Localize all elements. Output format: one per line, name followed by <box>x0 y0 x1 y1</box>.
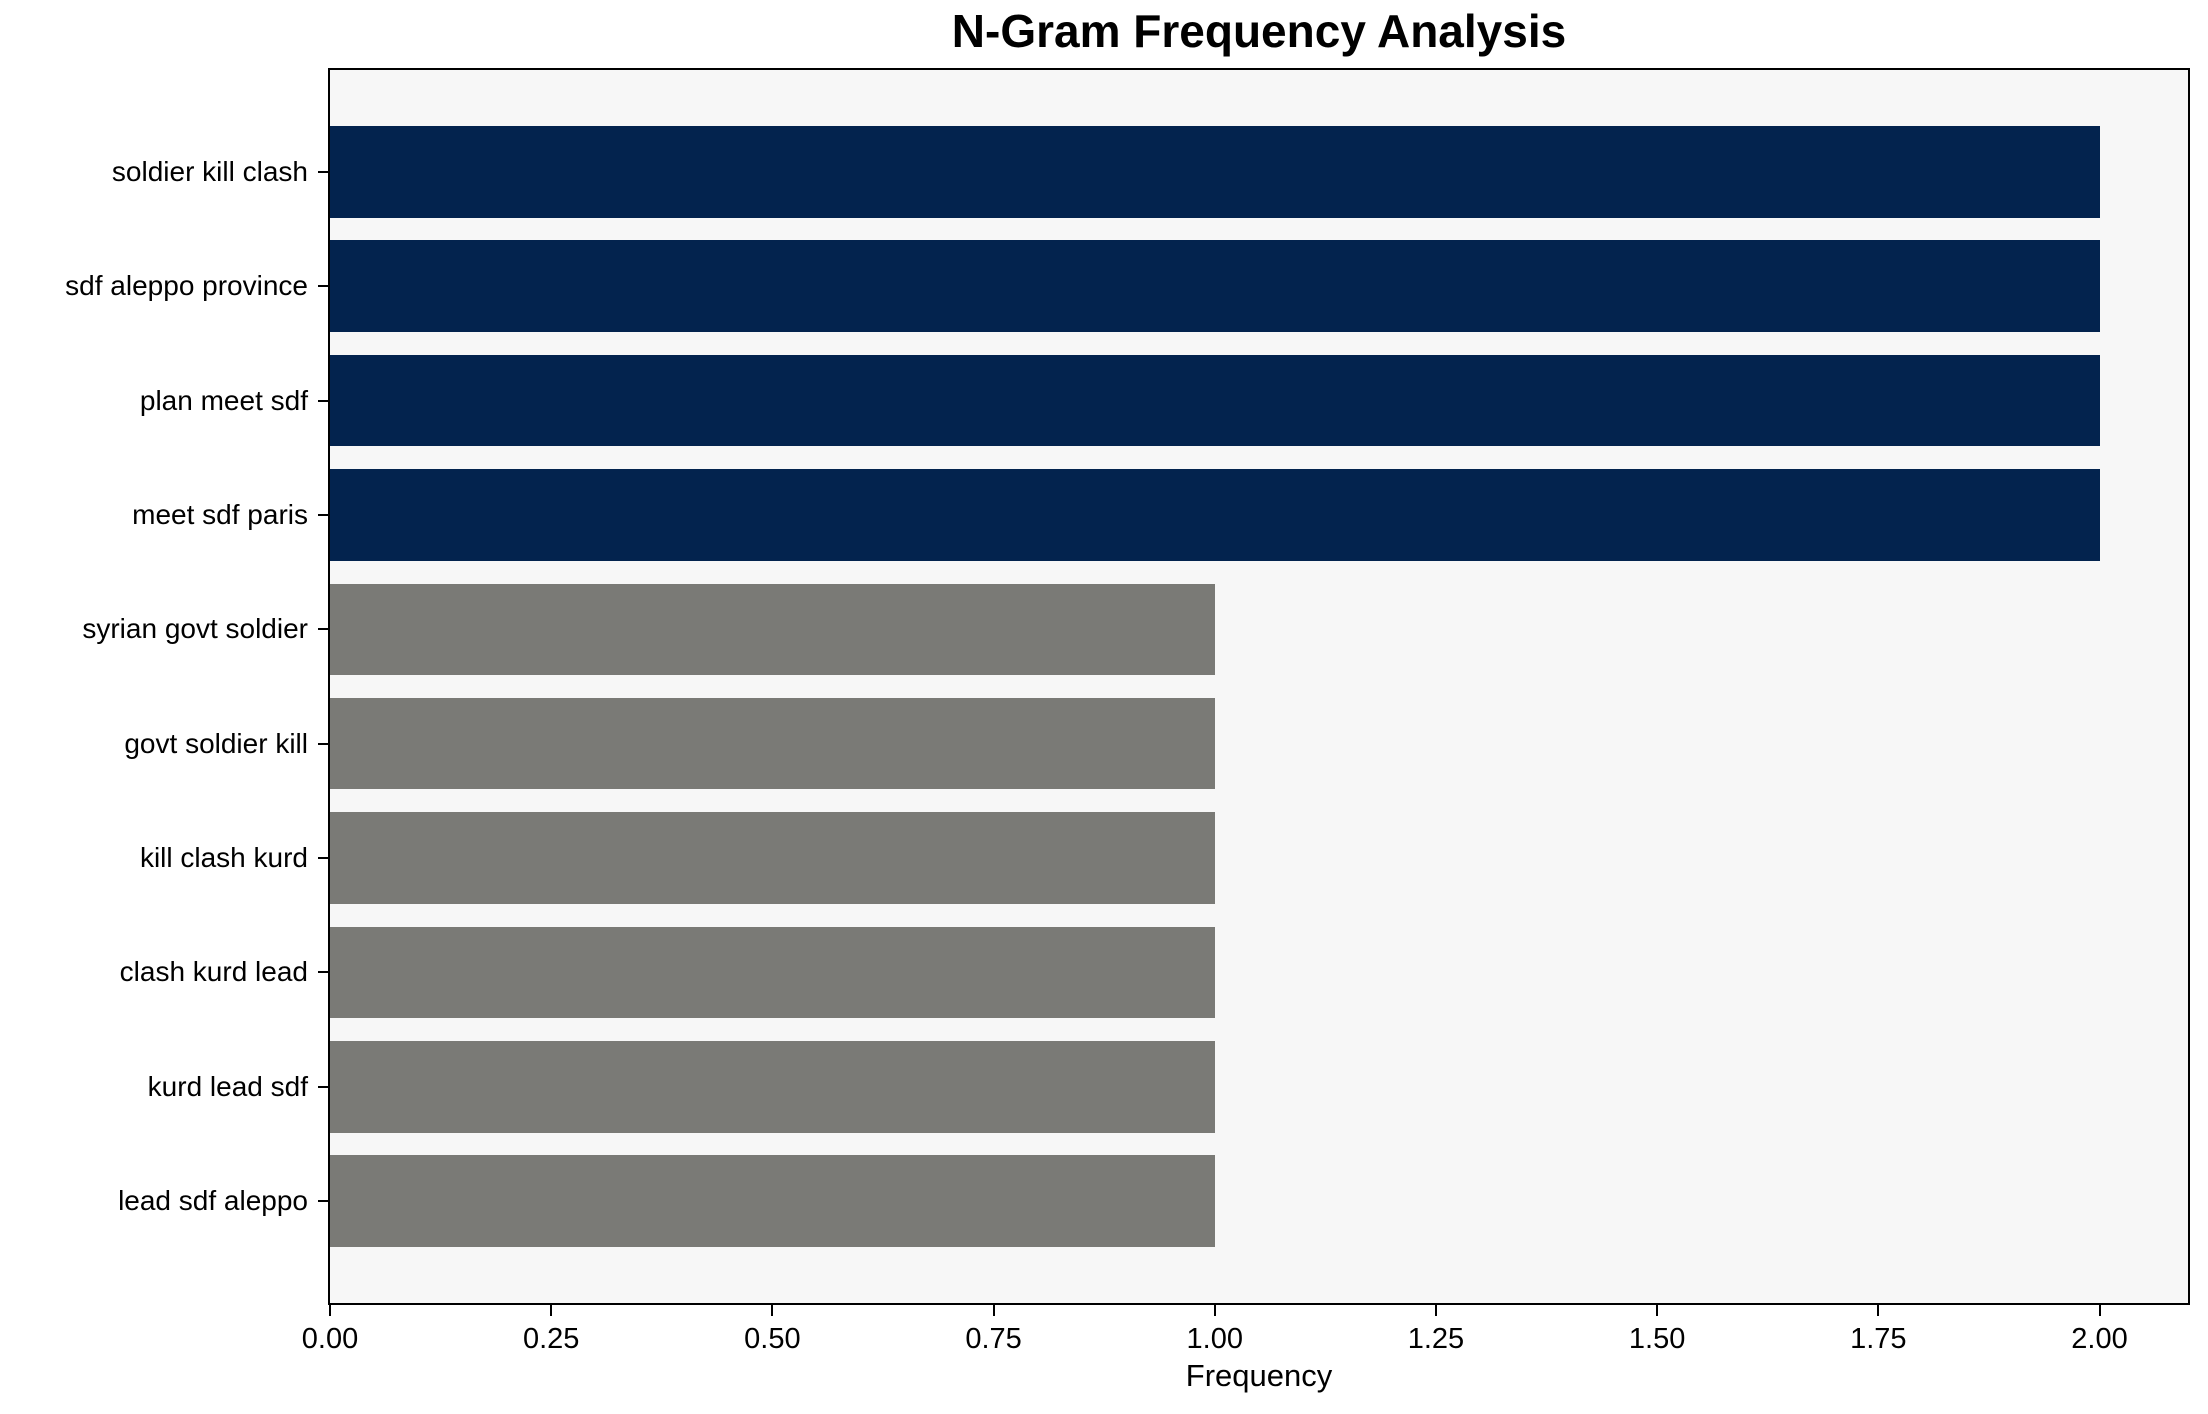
x-tick-mark <box>1434 1305 1437 1316</box>
y-tick-mark <box>318 399 329 402</box>
y-tick-label: clash kurd lead <box>119 956 308 988</box>
bar <box>330 240 2100 332</box>
y-tick-mark <box>318 628 329 631</box>
y-tick-mark <box>318 285 329 288</box>
bar <box>330 812 1215 904</box>
x-tick-mark <box>550 1305 553 1316</box>
bar <box>330 354 2100 447</box>
x-tick-mark <box>329 1305 331 1316</box>
x-tick-label: 0.75 <box>965 1323 1022 1355</box>
x-tick-label: 1.25 <box>1407 1323 1465 1355</box>
y-tick-mark <box>318 1085 329 1088</box>
x-tick-mark <box>992 1305 995 1316</box>
bar <box>330 926 1215 1019</box>
y-tick-label: soldier kill clash <box>111 155 308 187</box>
bar <box>330 469 2100 561</box>
bar <box>330 583 1215 676</box>
x-tick-mark <box>1877 1305 1880 1316</box>
y-tick-label: syrian govt soldier <box>82 613 308 645</box>
y-tick-mark <box>318 170 329 173</box>
x-tick-label: 0.25 <box>522 1323 580 1355</box>
y-tick-label: kurd lead sdf <box>147 1070 308 1102</box>
x-tick-label: 2.00 <box>2071 1323 2128 1355</box>
bar <box>330 1155 1215 1247</box>
x-tick-label: 0.50 <box>744 1323 801 1355</box>
y-tick-label: plan meet sdf <box>139 384 308 416</box>
y-tick-label: sdf aleppo province <box>65 270 308 302</box>
y-tick-label: meet sdf paris <box>132 498 308 530</box>
y-tick-mark <box>318 742 329 745</box>
x-tick-label: 1.50 <box>1628 1323 1686 1355</box>
x-tick-mark <box>2098 1305 2101 1316</box>
x-tick-mark <box>1656 1305 1659 1316</box>
bar <box>330 126 2100 218</box>
x-tick-mark <box>1213 1305 1216 1316</box>
x-axis-label: Frequency <box>1185 1358 1333 1393</box>
x-tick-label: 1.00 <box>1186 1323 1243 1355</box>
bar <box>330 1041 1215 1133</box>
y-tick-mark <box>318 857 329 860</box>
x-tick-mark <box>771 1305 774 1316</box>
y-tick-mark <box>318 513 329 516</box>
y-tick-label: kill clash kurd <box>139 842 308 874</box>
y-tick-mark <box>318 971 329 974</box>
chart-title: N-Gram Frequency Analysis <box>951 5 1567 57</box>
y-tick-label: govt soldier kill <box>124 727 308 759</box>
y-tick-label: lead sdf aleppo <box>118 1185 308 1217</box>
x-tick-label: 0.00 <box>301 1323 359 1355</box>
x-tick-label: 1.75 <box>1850 1323 1907 1355</box>
bar <box>330 697 1215 790</box>
y-tick-mark <box>318 1200 329 1203</box>
